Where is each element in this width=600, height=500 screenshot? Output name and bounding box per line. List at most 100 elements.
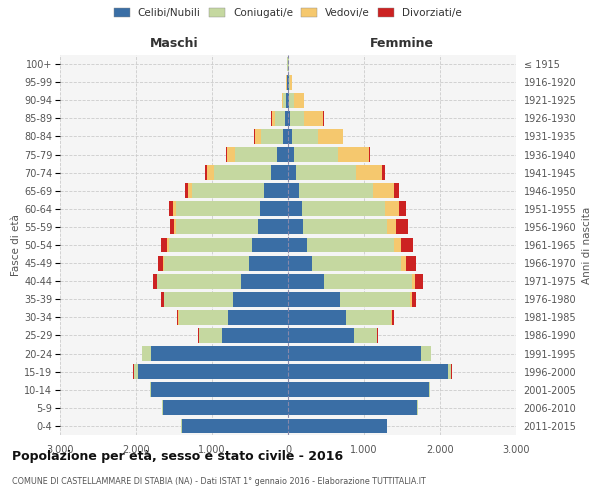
Bar: [286, 93, 288, 108]
Bar: [288, 202, 302, 216]
Bar: [448, 364, 451, 379]
Bar: [294, 147, 338, 162]
Bar: [259, 220, 288, 234]
Bar: [174, 220, 176, 234]
Bar: [185, 184, 188, 198]
Bar: [290, 74, 292, 90]
Bar: [176, 220, 259, 234]
Bar: [228, 310, 288, 325]
Bar: [356, 165, 382, 180]
Bar: [377, 328, 378, 343]
Bar: [198, 328, 199, 343]
Bar: [382, 165, 385, 180]
Bar: [288, 220, 303, 234]
Bar: [157, 274, 241, 288]
Bar: [412, 292, 416, 306]
Bar: [137, 364, 288, 379]
Bar: [392, 310, 394, 325]
Bar: [385, 202, 399, 216]
Bar: [272, 111, 275, 126]
Bar: [288, 238, 307, 252]
Bar: [179, 310, 228, 325]
Text: Femmine: Femmine: [370, 36, 434, 50]
Bar: [151, 346, 288, 361]
Bar: [288, 364, 448, 379]
Bar: [346, 310, 391, 325]
Bar: [188, 184, 192, 198]
Bar: [288, 292, 340, 306]
Bar: [182, 418, 288, 434]
Bar: [134, 364, 137, 379]
Bar: [394, 184, 399, 198]
Bar: [401, 256, 406, 270]
Bar: [288, 129, 292, 144]
Bar: [163, 256, 164, 270]
Bar: [387, 220, 396, 234]
Bar: [235, 147, 277, 162]
Bar: [260, 202, 288, 216]
Bar: [288, 184, 299, 198]
Bar: [161, 238, 167, 252]
Bar: [283, 93, 286, 108]
Bar: [354, 328, 377, 343]
Bar: [158, 256, 163, 270]
Bar: [170, 220, 174, 234]
Bar: [304, 111, 323, 126]
Bar: [288, 274, 325, 288]
Bar: [161, 292, 164, 306]
Bar: [199, 328, 222, 343]
Bar: [227, 147, 235, 162]
Bar: [287, 74, 288, 90]
Y-axis label: Fasce di età: Fasce di età: [11, 214, 21, 276]
Bar: [292, 129, 319, 144]
Bar: [319, 129, 343, 144]
Bar: [289, 74, 290, 90]
Bar: [415, 274, 422, 288]
Bar: [275, 111, 286, 126]
Bar: [288, 310, 346, 325]
Bar: [153, 274, 157, 288]
Bar: [249, 256, 288, 270]
Bar: [288, 256, 311, 270]
Bar: [340, 292, 410, 306]
Bar: [288, 111, 290, 126]
Bar: [164, 292, 233, 306]
Bar: [428, 382, 430, 397]
Bar: [288, 328, 354, 343]
Bar: [222, 328, 288, 343]
Bar: [303, 220, 387, 234]
Bar: [271, 165, 288, 180]
Bar: [169, 238, 252, 252]
Bar: [176, 202, 260, 216]
Bar: [254, 129, 260, 144]
Bar: [288, 382, 428, 397]
Bar: [241, 274, 288, 288]
Bar: [311, 256, 401, 270]
Bar: [299, 184, 373, 198]
Bar: [296, 165, 356, 180]
Bar: [233, 292, 288, 306]
Bar: [265, 184, 288, 198]
Bar: [277, 147, 288, 162]
Bar: [288, 418, 387, 434]
Bar: [373, 184, 394, 198]
Bar: [401, 238, 413, 252]
Bar: [406, 256, 416, 270]
Bar: [192, 184, 265, 198]
Text: Popolazione per età, sesso e stato civile - 2016: Popolazione per età, sesso e stato civil…: [12, 450, 343, 463]
Bar: [205, 165, 208, 180]
Bar: [288, 346, 421, 361]
Bar: [164, 256, 249, 270]
Bar: [294, 93, 304, 108]
Bar: [288, 93, 289, 108]
Bar: [252, 238, 288, 252]
Bar: [391, 310, 392, 325]
Bar: [412, 274, 415, 288]
Bar: [176, 310, 178, 325]
Bar: [163, 400, 288, 415]
Bar: [288, 147, 294, 162]
Bar: [288, 165, 296, 180]
Bar: [151, 382, 288, 397]
Bar: [396, 220, 408, 234]
Bar: [260, 129, 283, 144]
